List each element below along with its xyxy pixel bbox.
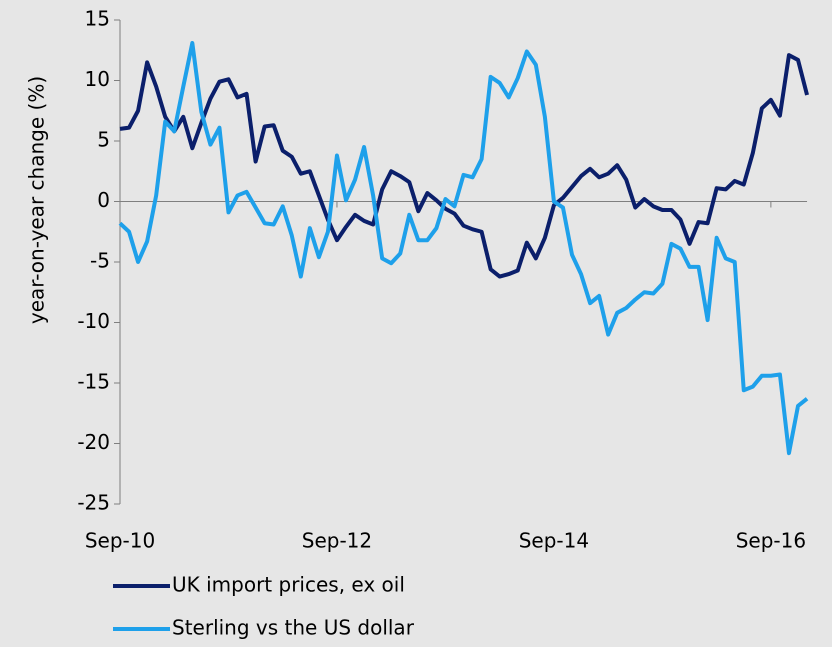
y-tick-label: -10	[77, 309, 110, 333]
x-tick-label: Sep-16	[736, 529, 806, 553]
legend-label: UK import prices, ex oil	[172, 573, 405, 597]
legend-label: Sterling vs the US dollar	[172, 616, 415, 640]
y-tick-label: -20	[77, 430, 110, 454]
y-axis-label: year-on-year change (%)	[25, 76, 49, 324]
y-tick-label: 15	[85, 7, 110, 31]
y-tick-label: 5	[97, 128, 110, 152]
line-series	[119, 53, 809, 279]
x-tick-label: Sep-12	[302, 529, 372, 553]
x-tick-label: Sep-14	[519, 529, 589, 553]
y-tick-label: -5	[90, 249, 110, 273]
y-tick-label: -15	[77, 370, 110, 394]
y-tick-label: 0	[97, 188, 110, 212]
y-tick-label: -25	[77, 491, 110, 515]
y-tick-label: 10	[85, 67, 110, 91]
x-tick-label: Sep-10	[85, 529, 155, 553]
line-series	[118, 40, 809, 456]
